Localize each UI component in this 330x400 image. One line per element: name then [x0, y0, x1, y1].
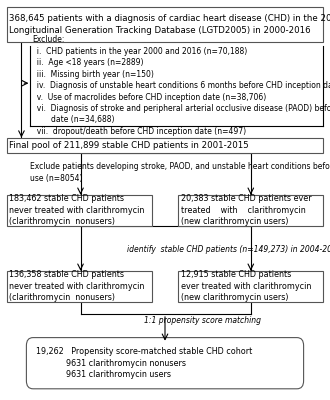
Text: 368,645 patients with a diagnosis of cardiac heart disease (CHD) in the 2005
Lon: 368,645 patients with a diagnosis of car…	[9, 14, 330, 35]
Text: 183,462 stable CHD patients
never treated with clarithromycin
(clarithromycin  n: 183,462 stable CHD patients never treate…	[9, 194, 145, 226]
Text: 19,262   Propensity score-matched stable CHD cohort
            9631 clarithromy: 19,262 Propensity score-matched stable C…	[36, 347, 252, 379]
FancyBboxPatch shape	[178, 195, 323, 226]
Text: 1:1 propensity score matching: 1:1 propensity score matching	[144, 316, 261, 325]
Text: 12,915 stable CHD patients
ever treated with clarithromycin
(new clarithromycin : 12,915 stable CHD patients ever treated …	[181, 270, 311, 302]
Text: 136,358 stable CHD patients
never treated with clarithromycin
(clarithromycin  n: 136,358 stable CHD patients never treate…	[9, 270, 145, 302]
FancyBboxPatch shape	[7, 7, 323, 42]
FancyBboxPatch shape	[7, 271, 152, 302]
Text: Exclude patients developing stroke, PAOD, and unstable heart conditions before c: Exclude patients developing stroke, PAOD…	[30, 162, 330, 182]
Text: 20,383 stable CHD patients ever
treated    with    clarithromycin
(new clarithro: 20,383 stable CHD patients ever treated …	[181, 194, 312, 226]
FancyBboxPatch shape	[7, 138, 323, 153]
FancyBboxPatch shape	[26, 338, 304, 389]
FancyBboxPatch shape	[178, 271, 323, 302]
FancyBboxPatch shape	[7, 195, 152, 226]
Text: Exclude:
  i.  CHD patients in the year 2000 and 2016 (n=70,188)
  ii.  Age <18 : Exclude: i. CHD patients in the year 200…	[32, 35, 330, 136]
Text: identify  stable CHD patients (n=149,273) in 2004-2015: identify stable CHD patients (n=149,273)…	[127, 245, 330, 254]
Text: Final pool of 211,899 stable CHD patients in 2001-2015: Final pool of 211,899 stable CHD patient…	[9, 141, 249, 150]
